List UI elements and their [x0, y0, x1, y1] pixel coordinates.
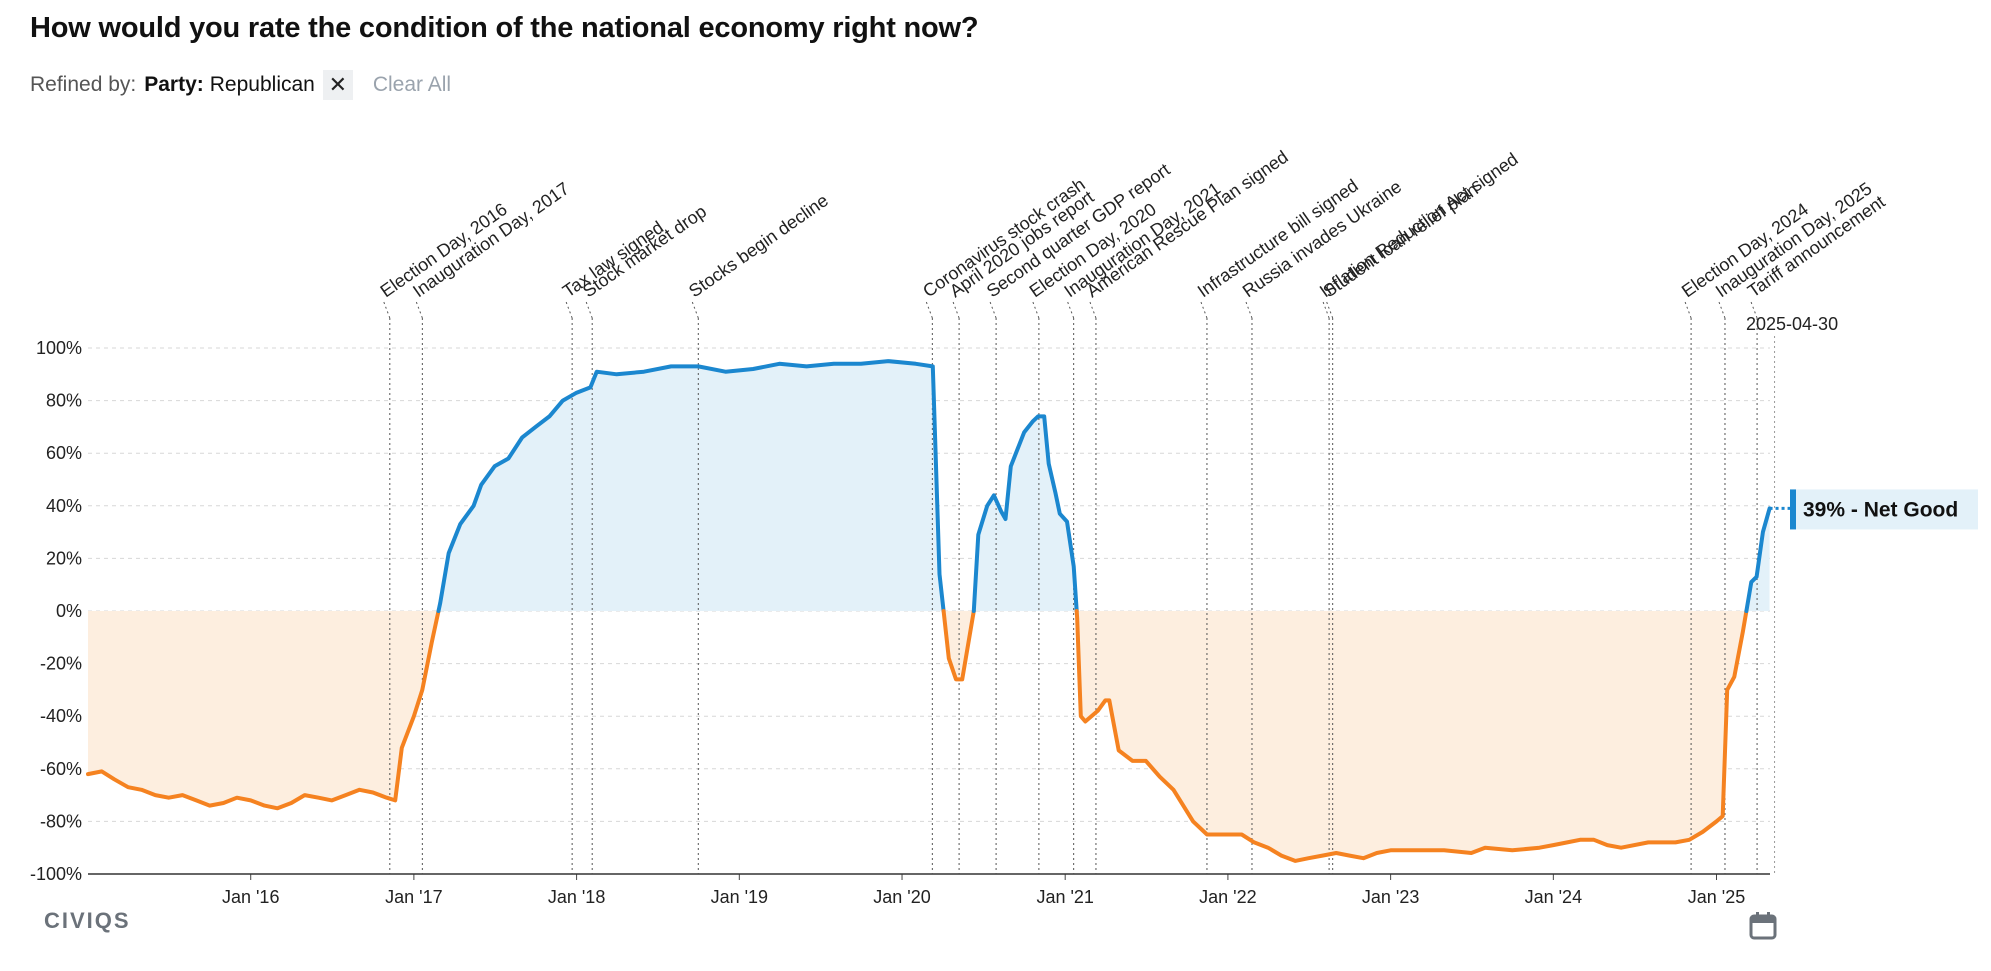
x-tick-label: Jan '24 — [1525, 887, 1582, 907]
event-leader — [989, 301, 997, 319]
clear-all-button[interactable]: Clear All — [372, 73, 452, 96]
event-leader — [1322, 301, 1330, 319]
filter-key: Party: — [144, 73, 204, 96]
negative-line — [1074, 609, 1749, 863]
x-tick-label: Jan '25 — [1688, 887, 1745, 907]
positive-area — [438, 361, 944, 611]
filter-value: Republican — [209, 73, 315, 96]
event-leader — [1032, 301, 1040, 319]
event-leader — [1684, 301, 1692, 319]
negative-line — [86, 609, 441, 811]
positive-line — [971, 414, 1079, 613]
end-tag-bar — [1790, 489, 1796, 530]
x-tick-label: Jan '23 — [1362, 887, 1419, 907]
event-leader — [415, 301, 423, 319]
positive-area — [973, 416, 1077, 611]
event-label: Stocks begin decline — [685, 190, 832, 301]
refine-bar: Refined by: Party: Republican ✕ Clear Al… — [30, 70, 451, 100]
y-tick-label: 80% — [46, 391, 82, 411]
end-tag-bg — [1790, 489, 1978, 530]
y-tick-label: 60% — [46, 443, 82, 463]
event-label: Tax law signed — [559, 217, 667, 301]
x-tick-label: Jan '22 — [1199, 887, 1256, 907]
event-leader — [383, 301, 391, 319]
event-leader — [1089, 301, 1097, 319]
x-tick-label: Jan '17 — [385, 887, 442, 907]
negative-area — [1076, 611, 1747, 861]
event-leader — [1326, 301, 1334, 319]
x-tick-label: Jan '21 — [1036, 887, 1093, 907]
event-leader — [1718, 301, 1726, 319]
y-tick-label: -20% — [40, 654, 82, 674]
y-tick-label: -100% — [30, 864, 82, 884]
event-leader — [1245, 301, 1253, 319]
end-value-label: 39% - Net Good — [1803, 498, 1958, 521]
x-tick-label: Jan '18 — [548, 887, 605, 907]
civiqs-logo: CIVIQS — [44, 908, 131, 933]
y-tick-label: -60% — [40, 759, 82, 779]
x-tick-label: Jan '16 — [222, 887, 279, 907]
y-tick-label: 100% — [36, 338, 82, 358]
y-tick-label: -40% — [40, 706, 82, 726]
event-leader — [585, 301, 593, 319]
event-label: Inauguration Day, 2017 — [409, 178, 573, 301]
negative-line — [941, 609, 976, 682]
close-icon[interactable]: ✕ — [322, 70, 353, 100]
positive-line — [1744, 506, 1772, 613]
event-leader — [925, 301, 933, 319]
x-tick-label: Jan '20 — [873, 887, 930, 907]
y-tick-label: 0% — [56, 601, 82, 621]
page-title: How would you rate the condition of the … — [30, 12, 979, 44]
y-tick-label: 40% — [46, 496, 82, 516]
negative-area — [88, 611, 439, 809]
event-leader — [565, 301, 573, 319]
positive-line — [436, 359, 946, 613]
event-leader — [1200, 301, 1208, 319]
y-tick-label: 20% — [46, 548, 82, 568]
event-leader — [691, 301, 699, 319]
y-tick-label: -80% — [40, 811, 82, 831]
calendar-icon[interactable] — [1748, 910, 1778, 940]
event-label: Inauguration Day, 2025 — [1712, 178, 1876, 301]
refine-label: Refined by: — [30, 73, 137, 96]
event-leader — [1067, 301, 1075, 319]
end-date-label: 2025-04-30 — [1746, 314, 1838, 334]
x-tick-label: Jan '19 — [711, 887, 768, 907]
event-leader — [952, 301, 960, 319]
